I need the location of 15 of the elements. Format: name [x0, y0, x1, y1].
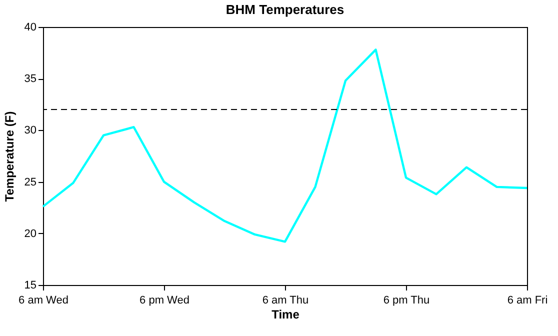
y-tick-label: 30: [24, 124, 36, 137]
x-tick-label: 6 am Wed: [18, 294, 68, 306]
x-axis-title: Time: [272, 308, 300, 322]
x-tick-label: 6 am Thu: [262, 294, 309, 306]
x-tick-label: 6 pm Wed: [140, 294, 190, 306]
chart-title: BHM Temperatures: [226, 2, 344, 17]
y-tick-label: 25: [24, 176, 36, 188]
line-series: [42, 48, 528, 243]
y-tick-label: 40: [24, 22, 36, 34]
y-tick-label: 15: [24, 280, 36, 292]
y-axis-title: Temperature (F): [2, 111, 16, 202]
x-tick-label: 6 am Fri: [507, 294, 548, 306]
y-tick-label: 35: [24, 73, 36, 86]
y-tick-label: 20: [24, 228, 36, 240]
x-tick-label: 6 pm Thu: [383, 294, 430, 306]
